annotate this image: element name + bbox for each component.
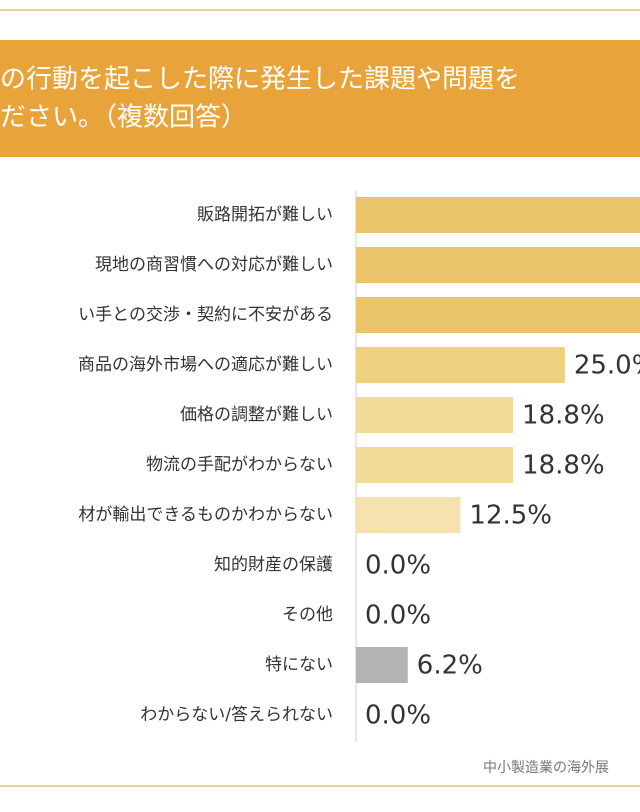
bar — [356, 447, 514, 483]
bar — [356, 297, 640, 333]
category-label: 物流の手配がわからない — [146, 455, 333, 475]
value-label: 6.2% — [417, 651, 483, 681]
category-label: 現地の商習慣への対応が難しい — [95, 255, 333, 275]
bar — [356, 247, 640, 283]
value-label: 18.8% — [522, 401, 605, 431]
category-label: 価格の調整が難しい — [180, 405, 333, 425]
value-label: 0.0% — [365, 601, 431, 631]
category-label: 商品の海外市場への適応が難しい — [78, 355, 333, 375]
value-label: 25.0% — [574, 351, 640, 381]
category-label: 知的財産の保護 — [214, 555, 333, 575]
value-label: 0.0% — [365, 551, 431, 581]
category-label: 特にない — [265, 655, 333, 675]
category-label: い手との交渉・契約に不安がある — [78, 305, 333, 325]
category-label: 販路開拓が難しい — [197, 205, 333, 225]
title-line: の行動を起こした際に発生した課題や問題を — [0, 65, 520, 95]
value-label: 0.0% — [365, 701, 431, 731]
title-line: ださい。（複数回答） — [0, 103, 247, 133]
title-band — [0, 40, 640, 157]
category-label: 材が輸出できるものかわからない — [78, 505, 333, 525]
bar — [356, 197, 640, 233]
value-label: 18.8% — [522, 451, 605, 481]
bar — [356, 347, 565, 383]
category-label: その他 — [282, 605, 333, 625]
value-label: 12.5% — [469, 501, 552, 531]
source: 中小製造業の海外展 — [483, 760, 609, 776]
bar — [356, 397, 514, 433]
bar — [356, 647, 408, 683]
category-label: わからない/答えられない — [140, 705, 333, 725]
bar — [356, 497, 461, 533]
